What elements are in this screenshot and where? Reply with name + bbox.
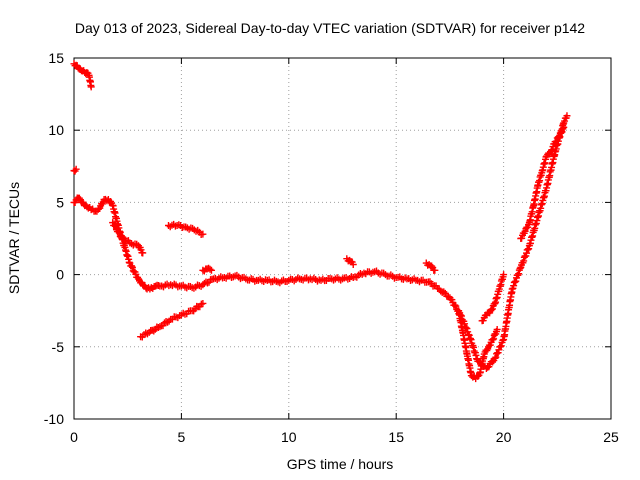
data-point-track — [496, 343, 504, 351]
data-point-track — [464, 331, 472, 339]
data-point — [207, 266, 215, 274]
data-point-track — [490, 331, 498, 339]
data-point-track — [554, 133, 562, 141]
data-point-track — [488, 305, 496, 313]
data-series — [454, 307, 501, 383]
data-point-track — [499, 336, 507, 344]
data-point-track — [514, 271, 522, 279]
data-point-track — [440, 288, 448, 296]
data-point-track — [463, 325, 471, 333]
x-tick-label: 5 — [178, 429, 186, 445]
data-point-track — [115, 229, 123, 237]
x-tick-label: 25 — [603, 429, 619, 445]
y-tick-label: 10 — [48, 122, 64, 138]
data-point-track — [128, 262, 136, 270]
data-point-track — [520, 253, 528, 261]
data-series — [199, 264, 215, 275]
x-axis-label: GPS time / hours — [287, 456, 394, 472]
data-series — [70, 165, 80, 175]
data-point-track — [559, 125, 567, 133]
data-point — [489, 336, 497, 344]
data-point-track — [548, 146, 556, 154]
data-point-track — [512, 277, 520, 285]
x-tick-label: 0 — [70, 429, 78, 445]
grid-lines — [74, 58, 611, 419]
data-series — [70, 112, 571, 372]
data-point-track — [489, 358, 497, 366]
data-point-track — [437, 287, 445, 295]
data-point-track — [148, 326, 156, 334]
data-point — [491, 354, 499, 362]
data-point-track — [154, 323, 162, 331]
data-series — [165, 220, 207, 239]
y-tick-label: 15 — [48, 50, 64, 66]
data-series — [517, 123, 568, 242]
y-axis-label: SDTVAR / TECUs — [6, 182, 22, 294]
data-point-track — [523, 249, 531, 257]
data-series — [343, 255, 357, 268]
data-series — [478, 271, 508, 325]
data-point — [139, 249, 147, 257]
data-point-track — [119, 233, 127, 241]
data-point-track — [492, 353, 500, 361]
y-tick-label: -5 — [52, 339, 65, 355]
data-point-track — [112, 222, 120, 230]
x-tick-label: 20 — [496, 429, 512, 445]
data-point-track — [493, 350, 501, 358]
axis-ticks: 0 5 10 15 20 25 -10 -5 0 5 10 15 — [44, 50, 619, 445]
data-points — [70, 60, 571, 383]
y-tick-label: -10 — [44, 411, 64, 427]
data-point-track — [203, 279, 211, 287]
data-point-track — [452, 302, 460, 310]
data-point-track — [94, 205, 102, 213]
data-point — [560, 123, 568, 131]
data-point-track — [524, 245, 532, 253]
data-point-track — [134, 273, 142, 281]
data-point-track — [474, 372, 482, 380]
data-series — [422, 259, 439, 274]
data-point — [199, 230, 207, 238]
data-point — [199, 299, 207, 307]
data-point — [493, 325, 501, 333]
data-point-track — [552, 137, 560, 145]
data-point-track — [490, 335, 498, 343]
data-point-track — [558, 128, 566, 136]
data-point — [500, 271, 508, 279]
data-point — [563, 112, 571, 120]
data-series — [70, 60, 95, 91]
data-point — [431, 266, 439, 274]
data-point-track — [128, 263, 136, 271]
data-point — [349, 260, 357, 268]
data-point-track — [485, 363, 493, 371]
data-point-track — [143, 330, 151, 338]
data-point-track — [515, 270, 523, 278]
data-point-track — [520, 257, 528, 265]
x-tick-label: 10 — [281, 429, 297, 445]
data-point-track — [206, 265, 214, 273]
data-point-track — [516, 264, 524, 272]
data-point-track — [451, 301, 459, 309]
plot-frame — [73, 57, 612, 420]
data-point-track — [557, 129, 565, 137]
x-tick-label: 15 — [388, 429, 404, 445]
data-point-track — [111, 222, 119, 230]
chart-title: Day 013 of 2023, Sidereal Day-to-day VTE… — [75, 20, 585, 36]
data-series — [137, 299, 207, 341]
data-point-track — [75, 194, 83, 202]
data-point — [72, 165, 80, 173]
y-tick-label: 0 — [56, 267, 64, 283]
data-point-track — [428, 262, 436, 270]
data-point — [87, 83, 95, 91]
data-point-track — [497, 342, 505, 350]
y-tick-label: 5 — [56, 194, 64, 210]
data-point-track — [510, 282, 518, 290]
data-series — [109, 219, 147, 257]
